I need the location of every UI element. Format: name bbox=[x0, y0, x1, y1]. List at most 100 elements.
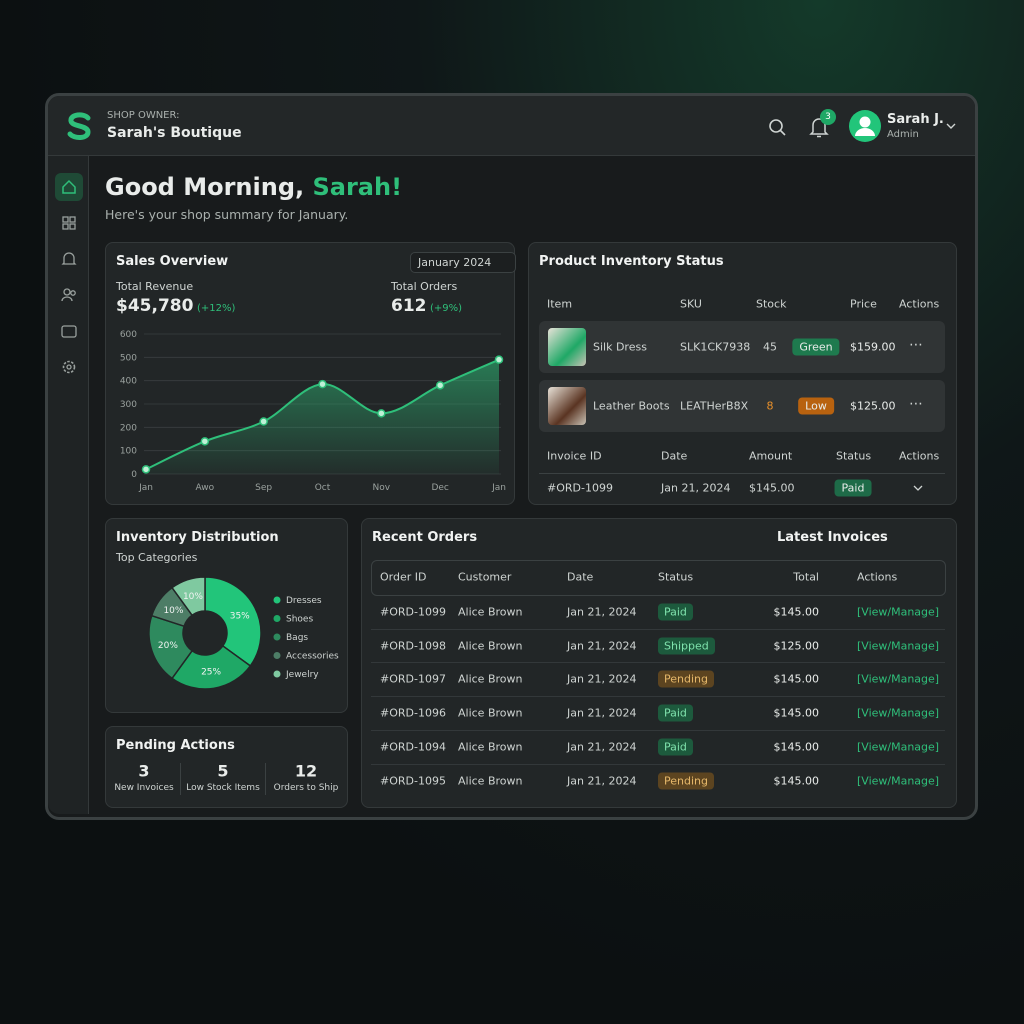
area bbox=[146, 359, 499, 474]
shop-label: SHOP OWNER: bbox=[107, 110, 180, 121]
sales-title: Sales Overview bbox=[116, 254, 229, 269]
distribution-chart: 35% Dresses 25% Shoes 20% Bags 10% Accessories 1… bbox=[148, 576, 339, 690]
user-role: Admin bbox=[887, 129, 919, 140]
sales-chart: 0 100 200 300 400 500 600 Jan Awo Sep Oct Nov Dec Jan bbox=[120, 330, 506, 493]
order-date: Jan 21, 2024 bbox=[567, 672, 637, 686]
user-menu-chevron[interactable] bbox=[945, 121, 957, 131]
orders-label: Total Orders bbox=[391, 280, 458, 293]
customer: Alice Brown bbox=[458, 639, 523, 653]
revenue-label: Total Revenue bbox=[116, 280, 194, 293]
column-header: Order ID bbox=[380, 570, 427, 584]
order-total: $145.00 bbox=[773, 672, 820, 686]
order-date: Jan 21, 2024 bbox=[567, 639, 637, 653]
point bbox=[141, 465, 151, 474]
order-status: Paid bbox=[658, 738, 693, 756]
nav-home[interactable] bbox=[60, 178, 78, 196]
legend-label: Dresses bbox=[286, 596, 322, 606]
order-total: $145.00 bbox=[773, 740, 820, 754]
nav-settings[interactable] bbox=[60, 358, 78, 376]
column-header: Customer bbox=[458, 570, 512, 584]
column-header: Date bbox=[567, 570, 594, 584]
legend-marker bbox=[273, 652, 281, 659]
order-action[interactable]: [View/Manage] bbox=[857, 605, 940, 619]
y-tick-label: 500 bbox=[120, 353, 137, 363]
search-icon[interactable] bbox=[766, 116, 788, 138]
donut-segment bbox=[204, 576, 262, 667]
point bbox=[318, 379, 327, 389]
logo bbox=[67, 112, 91, 140]
item-name: Leather Boots bbox=[593, 399, 670, 413]
chevron bbox=[913, 485, 923, 491]
order-action[interactable]: [View/Manage] bbox=[857, 774, 940, 787]
column-header: Actions bbox=[899, 449, 940, 463]
orders-value: 612 bbox=[391, 296, 427, 316]
row-bg bbox=[539, 380, 945, 432]
y-tick-label: 0 bbox=[131, 470, 137, 480]
user-name: Sarah J. bbox=[887, 112, 944, 127]
donut-segment bbox=[171, 644, 252, 690]
y-tick-label: 300 bbox=[120, 400, 137, 410]
revenue: $45,780 (+12%) bbox=[116, 296, 235, 316]
pending-value: 3 bbox=[138, 761, 150, 781]
column-header: Total bbox=[793, 570, 819, 584]
legend-marker bbox=[273, 633, 281, 641]
customer: Alice Brown bbox=[458, 774, 523, 787]
pending-label: Low Stock Items bbox=[186, 783, 260, 793]
avatar[interactable] bbox=[849, 110, 881, 142]
nav-grid[interactable] bbox=[60, 214, 78, 232]
greeting-subtitle: Here's your shop summary for January. bbox=[105, 207, 349, 222]
x-tick-label: Sep bbox=[255, 483, 272, 493]
column-header: Actions bbox=[899, 297, 940, 311]
point bbox=[494, 355, 504, 364]
period-dropdown[interactable]: January 2024 bbox=[410, 252, 517, 273]
pending-label: New Invoices bbox=[114, 783, 174, 793]
pending-value: 12 bbox=[294, 761, 318, 781]
point bbox=[200, 437, 210, 446]
greeting: Good Morning, Sarah! bbox=[105, 173, 402, 201]
nav-wallet[interactable] bbox=[60, 322, 78, 340]
order-action[interactable]: [View/Manage] bbox=[857, 740, 940, 754]
row-actions[interactable]: ⋯ bbox=[909, 396, 924, 412]
order-date: Jan 21, 2024 bbox=[567, 605, 637, 619]
y-tick-label: 100 bbox=[120, 447, 137, 457]
distribution-subtitle: Top Categories bbox=[116, 551, 198, 564]
nav-active-bg bbox=[55, 173, 83, 201]
expand-chevron[interactable] bbox=[912, 483, 924, 493]
row-divider bbox=[371, 729, 945, 731]
greeting-name: Sarah! bbox=[312, 173, 403, 201]
order-action[interactable]: [View/Manage] bbox=[857, 706, 940, 720]
column-header: Date bbox=[661, 449, 688, 463]
stock-status: Low bbox=[798, 397, 834, 415]
invoices-tab[interactable]: Latest Invoices bbox=[777, 530, 888, 545]
row-divider bbox=[371, 696, 945, 698]
notification-badge: 3 bbox=[820, 109, 836, 125]
point bbox=[377, 409, 386, 418]
order-status: Pending bbox=[658, 670, 714, 688]
order-date: Jan 21, 2024 bbox=[567, 706, 637, 720]
segment-label: 35% bbox=[230, 611, 250, 621]
x-tick-label: Jan bbox=[491, 483, 506, 493]
order-id: #ORD-1094 bbox=[380, 740, 446, 754]
x-tick-label: Nov bbox=[373, 483, 391, 493]
order-id: #ORD-1099 bbox=[380, 605, 446, 619]
row-actions[interactable]: ⋯ bbox=[909, 337, 924, 353]
distribution-title: Inventory Distribution bbox=[116, 530, 279, 545]
nav-bell[interactable] bbox=[60, 250, 78, 268]
column-header: Invoice ID bbox=[547, 449, 602, 463]
header bbox=[48, 96, 975, 156]
order-action[interactable]: [View/Manage] bbox=[857, 639, 940, 653]
row-divider bbox=[371, 763, 945, 765]
sidebar bbox=[48, 156, 89, 814]
orders-title: Recent Orders bbox=[372, 530, 478, 545]
product-thumb bbox=[548, 387, 586, 425]
sku: SLK1CK7938 bbox=[680, 340, 751, 354]
pending-value: 5 bbox=[217, 761, 229, 781]
x-tick-label: Dec bbox=[431, 483, 448, 493]
order-status: Paid bbox=[658, 603, 693, 621]
row-bg bbox=[539, 321, 945, 373]
order-action[interactable]: [View/Manage] bbox=[857, 672, 940, 686]
segment-label: 10% bbox=[183, 592, 203, 602]
order-status: Pending bbox=[658, 772, 714, 789]
nav-users[interactable] bbox=[60, 286, 78, 304]
orders-change: (+9%) bbox=[430, 303, 463, 314]
